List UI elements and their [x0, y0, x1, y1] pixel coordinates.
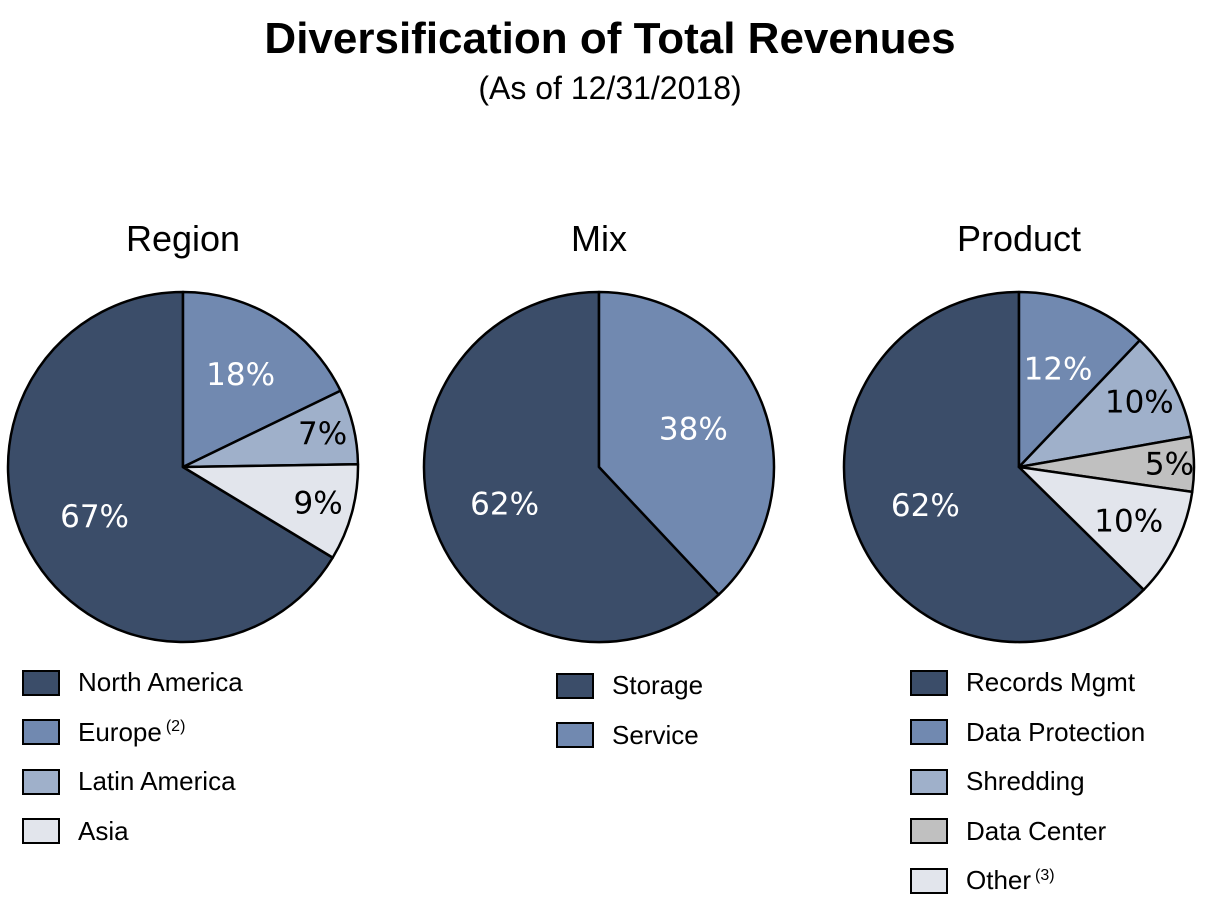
page-subtitle: (As of 12/31/2018)	[478, 70, 742, 106]
legend-label-text: Latin America	[78, 766, 236, 797]
slice-label-data-center: 5%	[1145, 447, 1194, 483]
legend-item: Europe (2)	[22, 708, 243, 758]
legend-item: Shredding	[910, 757, 1145, 807]
legend-label: Other (3)	[966, 865, 1055, 896]
slice-label-asia: 9%	[294, 486, 343, 522]
slice-label-latin-america: 7%	[298, 416, 347, 452]
pie-slice-north-america	[6, 290, 334, 644]
legend-label-text: Service	[612, 719, 699, 750]
chart-title-mix: Mix	[571, 218, 627, 259]
legend-item: Data Protection	[910, 708, 1145, 758]
legend-label: Service	[612, 720, 699, 751]
slice-label-north-america: 67%	[60, 499, 129, 535]
legend-item: North America	[22, 658, 243, 708]
legend-label: Storage	[612, 670, 703, 701]
legend-mix: Storage Service	[556, 661, 703, 760]
pie-chart-region: 67% 18% 7% 9%	[6, 290, 360, 644]
chart-title-region: Region	[125, 218, 241, 259]
legend-swatch	[22, 768, 60, 795]
legend-swatch	[910, 768, 948, 795]
legend-item: Data Center	[910, 807, 1145, 857]
legend-swatch	[556, 672, 594, 699]
legend-item: Storage	[556, 661, 703, 711]
legend-label: Records Mgmt	[966, 667, 1135, 698]
legend-label-text: Europe	[78, 716, 162, 747]
slice-label-storage: 62%	[470, 486, 539, 522]
pie-chart-mix: 62% 38%	[422, 290, 776, 644]
legend-label-text: Data Protection	[966, 716, 1146, 747]
legend-label-text: Shredding	[966, 766, 1085, 797]
legend-item: Latin America	[22, 757, 243, 807]
pie-slice-records-mgmt	[842, 290, 1145, 644]
legend-label-text: North America	[78, 667, 243, 698]
pie-slice-service	[597, 290, 776, 596]
legend-label-text: Data Center	[966, 815, 1107, 846]
legend-label: Shredding	[966, 766, 1085, 797]
slice-label-service: 38%	[659, 412, 728, 448]
legend-swatch	[22, 669, 60, 696]
legend-item: Asia	[22, 807, 243, 857]
legend-label: Europe (2)	[78, 717, 185, 748]
legend-swatch	[910, 867, 948, 894]
pie-slice-storage	[422, 290, 721, 644]
footnote-marker: (2)	[165, 718, 186, 736]
legend-item: Service	[556, 711, 703, 761]
legend-label-text: Asia	[78, 815, 129, 846]
footnote-marker: (3)	[1035, 866, 1055, 884]
legend-label: Latin America	[78, 766, 236, 797]
pie-slice-asia	[181, 463, 360, 559]
legend-label: Data Center	[966, 816, 1106, 847]
legend-label-text: Other	[966, 865, 1032, 896]
slice-label-records-mgmt: 62%	[891, 488, 960, 524]
legend-swatch	[910, 818, 948, 845]
legend-swatch	[22, 719, 60, 746]
legend-region: North America Europe (2) Latin America Asia	[22, 658, 243, 856]
legend-label-text: Records Mgmt	[966, 667, 1136, 698]
legend-swatch	[22, 818, 60, 845]
legend-label-text: Storage	[612, 670, 704, 701]
pie-slice-other	[1017, 465, 1194, 592]
pie-chart-product: 62% 12% 10% 5% 10%	[842, 290, 1196, 644]
slice-label-shredding: 10%	[1105, 385, 1174, 421]
slice-label-europe: 18%	[206, 357, 275, 393]
legend-swatch	[556, 722, 594, 749]
pie-slice-shredding	[1017, 339, 1193, 469]
chart-title-product: Product	[956, 218, 1082, 259]
legend-item: Records Mgmt	[910, 658, 1145, 708]
legend-item: Other (3)	[910, 856, 1145, 906]
page-title: Diversification of Total Revenues	[264, 14, 956, 63]
slice-label-other: 10%	[1094, 503, 1163, 539]
legend-label: Data Protection	[966, 717, 1145, 748]
legend-swatch	[910, 669, 948, 696]
slice-label-data-protection: 12%	[1024, 352, 1093, 388]
legend-swatch	[910, 719, 948, 746]
pie-slice-europe	[181, 290, 342, 469]
pie-slice-data-protection	[1017, 290, 1142, 469]
legend-product: Records Mgmt Data Protection Shredding Data…	[910, 658, 1145, 906]
legend-label: North America	[78, 667, 243, 698]
legend-label: Asia	[78, 816, 129, 847]
